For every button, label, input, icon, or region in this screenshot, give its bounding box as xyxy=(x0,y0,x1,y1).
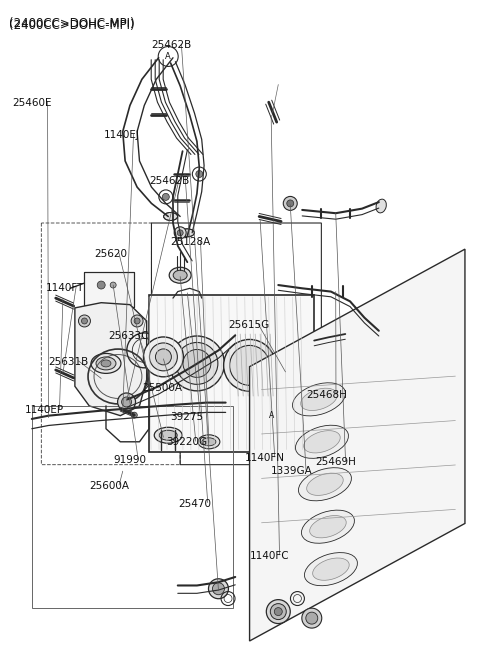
Text: 25600A: 25600A xyxy=(89,481,129,491)
Text: (2400CC>DOHC-MPI): (2400CC>DOHC-MPI) xyxy=(9,17,134,30)
Text: A: A xyxy=(165,52,171,61)
Text: (2400CC>DOHC-MPI): (2400CC>DOHC-MPI) xyxy=(9,19,134,32)
Ellipse shape xyxy=(159,430,177,440)
Ellipse shape xyxy=(183,350,211,377)
Text: 1140FT: 1140FT xyxy=(46,283,84,293)
Ellipse shape xyxy=(304,553,358,586)
Ellipse shape xyxy=(154,427,182,443)
Ellipse shape xyxy=(312,558,349,580)
Text: 1140FN: 1140FN xyxy=(245,453,285,463)
Ellipse shape xyxy=(169,336,224,391)
Text: 1339GA: 1339GA xyxy=(271,466,313,476)
Ellipse shape xyxy=(202,438,216,446)
Circle shape xyxy=(208,579,228,599)
Ellipse shape xyxy=(101,360,111,367)
Ellipse shape xyxy=(198,435,220,449)
Circle shape xyxy=(174,227,186,239)
Ellipse shape xyxy=(296,425,348,458)
Text: 39220G: 39220G xyxy=(166,438,207,447)
Ellipse shape xyxy=(304,430,340,453)
Ellipse shape xyxy=(300,388,337,411)
Circle shape xyxy=(97,281,105,289)
Text: 25462B: 25462B xyxy=(152,40,192,50)
Text: 25468H: 25468H xyxy=(306,390,347,400)
Ellipse shape xyxy=(144,337,183,377)
Text: 91990: 91990 xyxy=(113,455,146,465)
Circle shape xyxy=(213,583,225,595)
Ellipse shape xyxy=(91,354,121,373)
Text: 25470: 25470 xyxy=(178,498,211,509)
Text: 25620: 25620 xyxy=(94,249,127,259)
Ellipse shape xyxy=(156,349,171,365)
Ellipse shape xyxy=(149,343,178,371)
Bar xyxy=(84,272,134,307)
Text: 25128A: 25128A xyxy=(170,237,211,248)
Text: 25633C: 25633C xyxy=(108,331,149,341)
Ellipse shape xyxy=(375,326,385,341)
Text: 25631B: 25631B xyxy=(48,357,89,367)
Ellipse shape xyxy=(301,510,354,543)
Circle shape xyxy=(134,318,140,324)
Text: 25460E: 25460E xyxy=(12,98,52,107)
Circle shape xyxy=(306,612,318,624)
Polygon shape xyxy=(250,249,465,641)
Text: 1140FC: 1140FC xyxy=(250,551,289,561)
Circle shape xyxy=(302,608,322,628)
Ellipse shape xyxy=(229,345,269,385)
Circle shape xyxy=(78,315,90,327)
Ellipse shape xyxy=(292,383,346,416)
Text: 1140EJ: 1140EJ xyxy=(104,130,140,140)
Circle shape xyxy=(118,393,135,411)
Circle shape xyxy=(270,604,286,620)
Circle shape xyxy=(121,397,132,407)
Text: 25462B: 25462B xyxy=(149,176,189,186)
Text: 25500A: 25500A xyxy=(142,383,182,393)
Circle shape xyxy=(132,412,137,418)
Ellipse shape xyxy=(96,357,116,370)
Circle shape xyxy=(162,193,169,200)
Circle shape xyxy=(266,599,290,624)
Bar xyxy=(149,295,314,451)
Circle shape xyxy=(131,315,143,327)
Circle shape xyxy=(110,282,116,288)
Ellipse shape xyxy=(176,343,218,384)
Text: 39275: 39275 xyxy=(170,413,204,422)
Circle shape xyxy=(274,608,282,616)
Ellipse shape xyxy=(299,468,351,501)
Ellipse shape xyxy=(173,271,187,280)
Bar xyxy=(84,272,134,307)
Text: A: A xyxy=(268,411,274,420)
Ellipse shape xyxy=(180,229,194,237)
Circle shape xyxy=(177,230,183,236)
Text: 25615G: 25615G xyxy=(228,320,269,329)
Circle shape xyxy=(82,318,87,324)
Ellipse shape xyxy=(307,473,343,495)
Ellipse shape xyxy=(169,267,191,283)
Text: 1140EP: 1140EP xyxy=(24,405,64,415)
Ellipse shape xyxy=(376,199,386,213)
Text: 25469H: 25469H xyxy=(316,457,357,467)
Circle shape xyxy=(287,200,294,207)
Ellipse shape xyxy=(310,515,346,538)
Circle shape xyxy=(196,170,203,178)
Ellipse shape xyxy=(164,212,178,221)
Circle shape xyxy=(283,196,297,210)
Polygon shape xyxy=(75,303,147,416)
Ellipse shape xyxy=(224,339,276,391)
